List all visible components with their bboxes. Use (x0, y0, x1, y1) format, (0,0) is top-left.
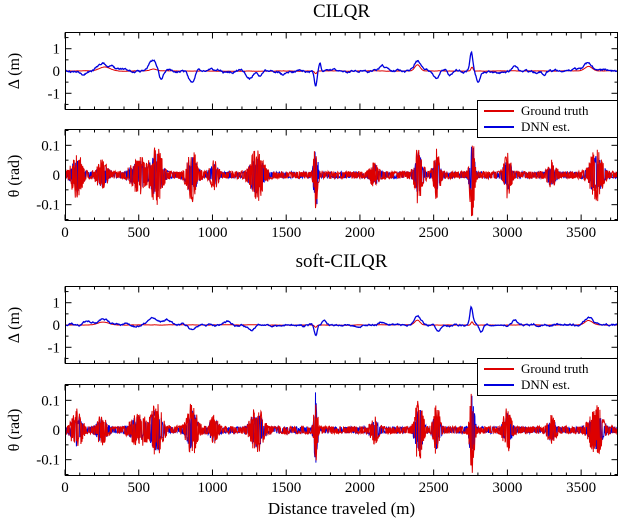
svg-text:-0.1: -0.1 (36, 453, 60, 469)
svg-text:0.1: 0.1 (41, 138, 60, 154)
legend-soft-cilqr: Ground truth DNN est. (477, 358, 618, 396)
svg-text:3000: 3000 (492, 480, 522, 496)
svg-text:2500: 2500 (419, 480, 449, 496)
svg-text:1000: 1000 (197, 225, 227, 241)
legend-line-dnn-est (484, 126, 514, 128)
svg-text:0: 0 (61, 480, 69, 496)
legend-line-ground-truth (484, 110, 514, 112)
svg-text:-0.1: -0.1 (36, 198, 60, 214)
y-axis-label-soft-cilqr-delta: Δ (m) (6, 306, 23, 344)
legend-cilqr: Ground truth DNN est. (477, 100, 618, 138)
svg-text:0: 0 (61, 225, 69, 241)
svg-text:-1: -1 (48, 340, 61, 356)
svg-text:-1: -1 (48, 86, 61, 102)
svg-text:1: 1 (53, 296, 61, 312)
legend-line-ground-truth (484, 368, 514, 370)
svg-text:3500: 3500 (566, 480, 596, 496)
svg-text:0: 0 (53, 64, 61, 80)
chart-title-cilqr: CILQR (313, 1, 370, 22)
svg-text:2000: 2000 (345, 480, 375, 496)
legend-line-dnn-est (484, 384, 514, 386)
svg-text:0.1: 0.1 (41, 393, 60, 409)
plot-cilqr-delta: -1 0 1 (48, 32, 618, 110)
legend-row-ground-truth: Ground truth (484, 103, 611, 119)
svg-text:1: 1 (53, 42, 61, 58)
svg-text:1500: 1500 (271, 480, 301, 496)
y-axis-label-soft-cilqr-theta: θ (rad) (6, 408, 23, 452)
svg-text:500: 500 (127, 480, 150, 496)
svg-text:500: 500 (127, 225, 150, 241)
legend-row-dnn-est: DNN est. (484, 377, 611, 393)
chart-title-soft-cilqr: soft-CILQR (295, 251, 388, 272)
y-axis-label-cilqr-theta: θ (rad) (6, 154, 23, 198)
x-axis-label: Distance traveled (m) (267, 499, 416, 518)
svg-text:0: 0 (53, 423, 61, 439)
y-axis-label-cilqr-delta: Δ (m) (6, 52, 23, 90)
svg-text:3500: 3500 (566, 225, 596, 241)
legend-row-ground-truth: Ground truth (484, 361, 611, 377)
svg-text:3000: 3000 (492, 225, 522, 241)
svg-text:2500: 2500 (419, 225, 449, 241)
legend-label-dnn-est: DNN est. (521, 377, 571, 392)
plot-soft-cilqr-theta: 0 500 1000 1500 2000 2500 3000 3500-0.100.1 (36, 384, 618, 496)
plot-cilqr-theta: 0 500 1000 1500 2000 2500 3000 3500-0.100.1 (36, 129, 618, 241)
svg-text:0: 0 (53, 168, 61, 184)
svg-text:1000: 1000 (197, 480, 227, 496)
legend-label-ground-truth: Ground truth (521, 103, 589, 118)
legend-label-ground-truth: Ground truth (521, 361, 589, 376)
plot-soft-cilqr-delta: -1 0 1 (48, 286, 618, 364)
legend-label-dnn-est: DNN est. (521, 119, 571, 134)
svg-text:2000: 2000 (345, 225, 375, 241)
svg-text:1500: 1500 (271, 225, 301, 241)
legend-row-dnn-est: DNN est. (484, 119, 611, 135)
svg-text:0: 0 (53, 318, 61, 334)
